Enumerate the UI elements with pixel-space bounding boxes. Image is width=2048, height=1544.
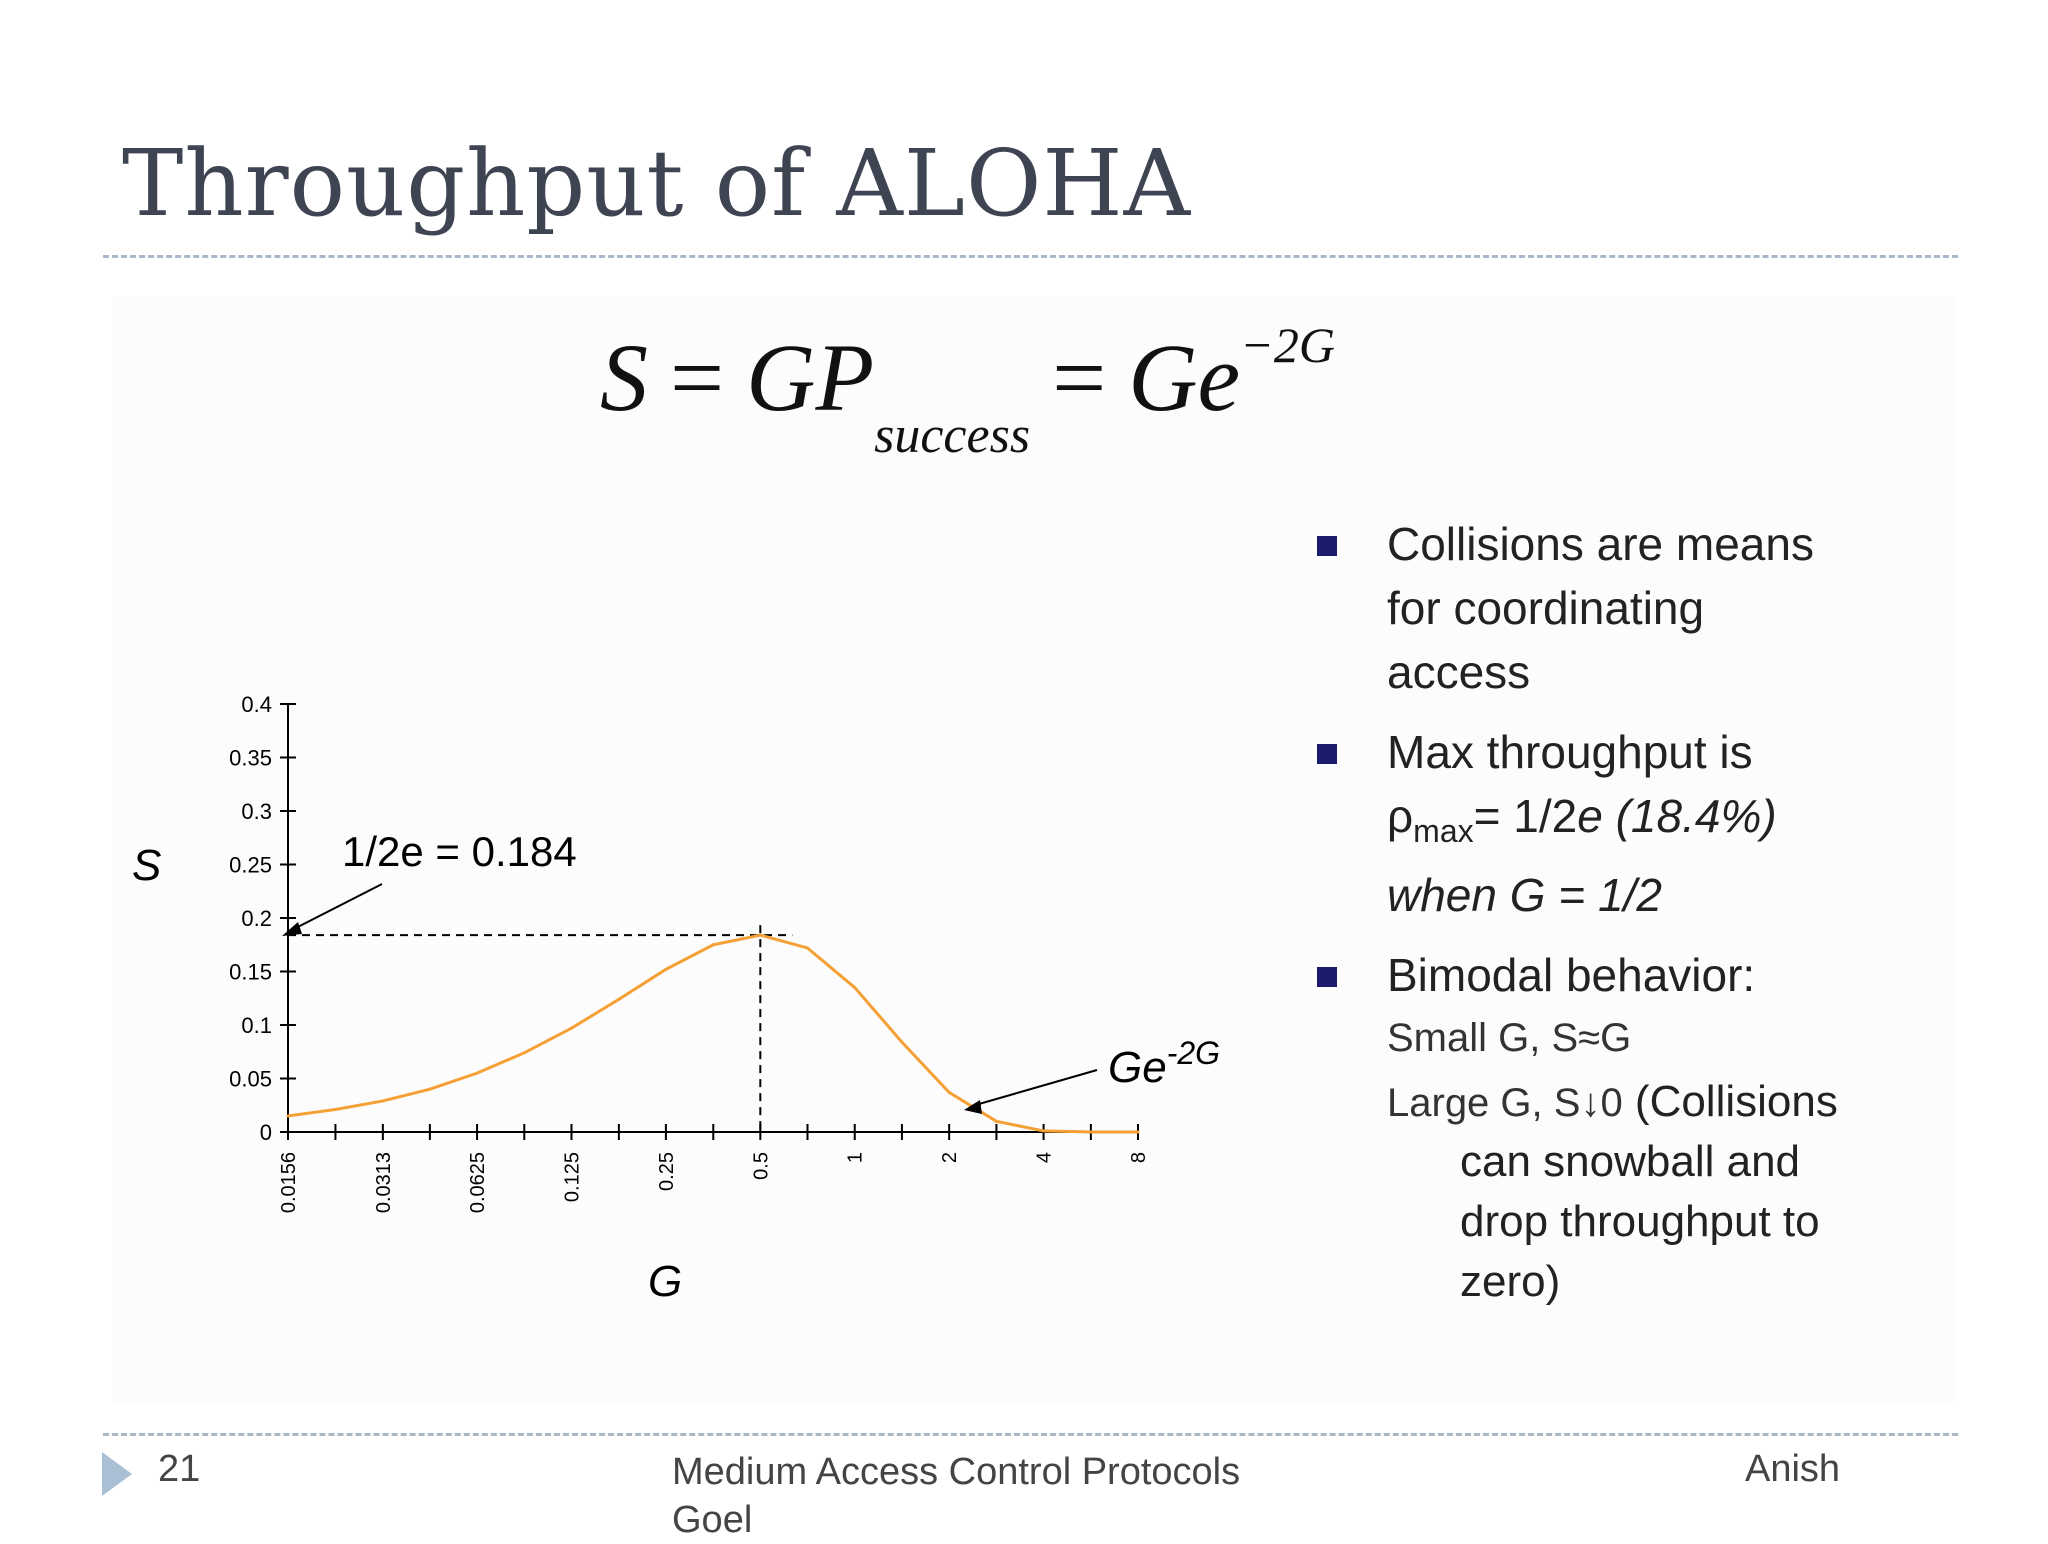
data-point [522, 1051, 526, 1055]
formula-ge: Ge [1128, 324, 1241, 431]
x-tick-label: 0.125 [561, 1152, 583, 1202]
series-line-ge-2g [287, 933, 1138, 1134]
data-point [333, 1108, 337, 1112]
collisions-text: (Collisions [1622, 1077, 1838, 1127]
data-point [994, 1119, 998, 1123]
rho-e: e [1577, 790, 1603, 842]
data-point [428, 1087, 432, 1091]
square-bullet-icon [1317, 536, 1337, 556]
play-arrow-icon [102, 1452, 132, 1496]
data-point [711, 943, 715, 947]
data-point [1042, 1129, 1046, 1133]
y-tick-label: 0.3 [241, 799, 272, 824]
x-tick-label: 0.0625 [467, 1152, 489, 1213]
curve-label-sup: -2G [1167, 1035, 1220, 1071]
y-tick-label: 0.1 [241, 1013, 272, 1038]
sub-bullet-continuation: zero) [1460, 1257, 1561, 1307]
y-axis-ticks: 0 0.05 0.1 0.15 0.2 0.25 0.3 0.35 0.4 [229, 692, 296, 1145]
footer-author: Anish [1745, 1448, 1841, 1490]
aloha-throughput-chart: 0 0.05 0.1 0.15 0.2 0.25 0.3 0.35 0.4 0.0156 0.03… [132, 692, 1220, 1306]
formula-subscript: success [874, 407, 1031, 464]
y-tick-label: 0.2 [241, 906, 272, 931]
formula-equals-2: = [1052, 324, 1107, 431]
x-tick-label: 0.0313 [373, 1152, 395, 1213]
footer-divider [103, 1433, 1958, 1436]
bullet-text: for coordinating [1387, 582, 1705, 634]
y-axis-label: S [132, 841, 161, 890]
x-tick-label: 4 [1034, 1152, 1056, 1163]
square-bullet-icon [1317, 967, 1337, 988]
sub-bullet-continuation: drop throughput to [1460, 1197, 1820, 1247]
data-point [569, 1026, 573, 1030]
sub-bullet-small-g: Small G, S≈G [1387, 1016, 1632, 1061]
content-panel [112, 296, 1955, 1402]
page-number: 21 [158, 1448, 201, 1490]
data-point [1136, 1130, 1140, 1134]
y-tick-label: 0.4 [241, 692, 272, 717]
y-tick-label: 0.35 [229, 746, 272, 771]
curve-arrow-head-icon [964, 1100, 982, 1114]
bullet-rho-line: ρmax= 1/2e (18.4%) [1387, 784, 1965, 863]
bullet-text: Collisions are means [1387, 518, 1814, 570]
curve-annotation-arrow [971, 1069, 1098, 1107]
slide-title: Throughput of ALOHA [122, 130, 1192, 237]
bullet-text: when G = 1/2 [1387, 869, 1662, 922]
rho-percent: (18.4%) [1602, 790, 1777, 842]
data-point [758, 933, 762, 937]
peak-annotation-arrow [287, 883, 383, 933]
bullet-text: Bimodal behavior: [1387, 949, 1756, 1002]
bullet-bimodal: Bimodal behavior: [1305, 943, 1965, 1007]
formula-s: S [600, 324, 648, 431]
x-tick-label: 0.0156 [278, 1152, 300, 1213]
x-tick-label: 0.5 [750, 1152, 772, 1180]
curve-annotation-label: Ge-2G [1108, 1035, 1220, 1092]
x-tick-label: 8 [1128, 1152, 1150, 1163]
peak-annotation-label: 1/2e = 0.184 [342, 828, 577, 875]
x-axis-ticks: 0.0156 0.0313 0.0625 0.125 0.25 0.5 1 2 4 8 [278, 1124, 1150, 1213]
bullet-max-throughput: Max throughput is ρmax= 1/2e (18.4%) whe… [1305, 720, 1965, 927]
data-point [1089, 1130, 1093, 1134]
footer-center-text: Medium Access Control Protocols Goel [672, 1451, 1241, 1541]
rho-value: = 1/2 [1473, 790, 1578, 842]
formula-superscript: −2G [1240, 317, 1335, 373]
data-point [286, 1114, 290, 1118]
data-point [947, 1090, 951, 1094]
data-point [475, 1071, 479, 1075]
x-tick-label: 0.25 [656, 1152, 678, 1191]
bullet-collisions: Collisions are means for coordinating ac… [1305, 512, 1965, 704]
bullet-text: access [1387, 646, 1531, 698]
rho-symbol: ρ [1387, 790, 1414, 842]
rho-subscript: max [1413, 813, 1474, 850]
data-point [853, 986, 857, 990]
y-tick-label: 0.25 [229, 853, 272, 878]
throughput-formula: S = GPsuccess= Ge−2G [600, 317, 1335, 464]
y-tick-label: 0.05 [229, 1067, 272, 1092]
x-tick-label: 2 [939, 1152, 961, 1163]
sub-bullet-continuation: can snowball and [1460, 1137, 1801, 1187]
square-bullet-icon [1317, 744, 1337, 764]
data-point [381, 1099, 385, 1103]
x-tick-label: 1 [845, 1152, 867, 1163]
title-divider [103, 255, 1958, 258]
data-point [664, 967, 668, 971]
sub-bullet-large-g: Large G, S↓0 (Collisions [1305, 1073, 1965, 1132]
y-tick-label: 0.15 [229, 960, 272, 985]
data-point [806, 946, 810, 950]
bullet-list: Collisions are means for coordinating ac… [1305, 512, 1965, 1312]
y-tick-label: 0 [260, 1120, 272, 1145]
x-axis-label: G [648, 1257, 682, 1306]
formula-gp: GP [746, 324, 875, 431]
curve-label-base: Ge [1108, 1043, 1167, 1092]
large-g-text: Large G, S↓0 [1387, 1081, 1623, 1126]
data-point [617, 997, 621, 1001]
bullet-text: Max throughput is [1387, 726, 1753, 778]
data-point [900, 1040, 904, 1044]
peak-arrow-head-icon [282, 922, 302, 936]
formula-equals-1: = [670, 324, 725, 431]
